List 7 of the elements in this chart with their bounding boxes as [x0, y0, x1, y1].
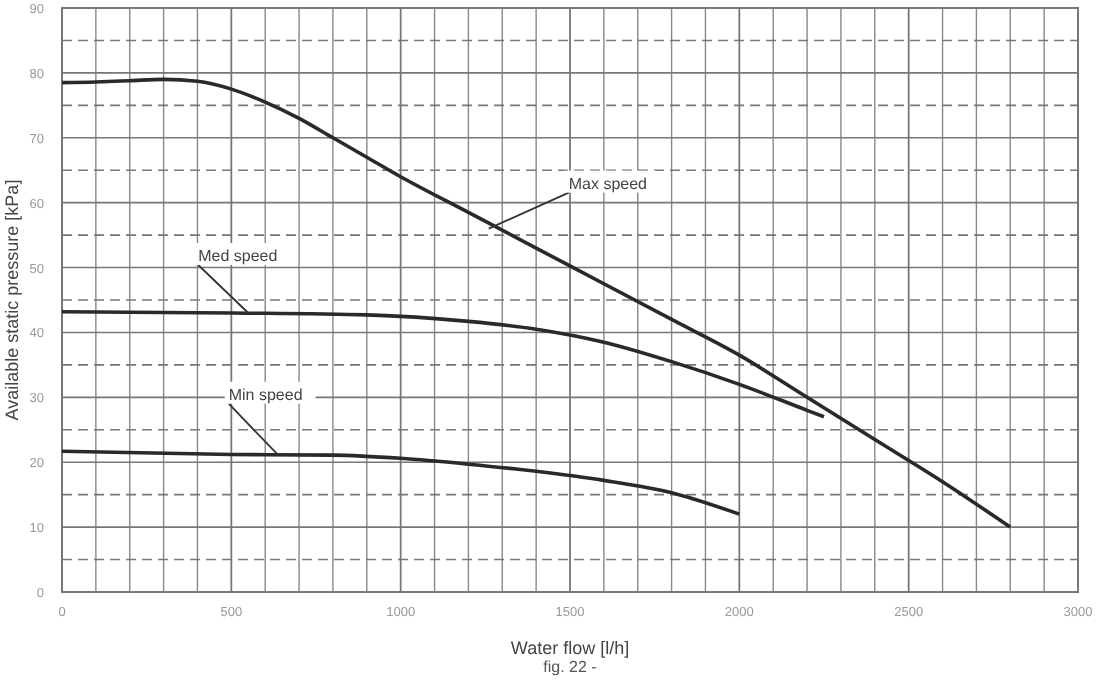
annotation: Min speed	[228, 385, 303, 404]
annotation: Med speed	[198, 246, 278, 265]
annotation: Max speed	[568, 174, 647, 193]
line-series	[60, 77, 1013, 529]
x-axis-title: Water flow [l/h]	[510, 638, 630, 658]
y-axis-title: Available static pressure [kPa]	[2, 179, 22, 421]
caption: fig. 22 -	[543, 658, 598, 676]
